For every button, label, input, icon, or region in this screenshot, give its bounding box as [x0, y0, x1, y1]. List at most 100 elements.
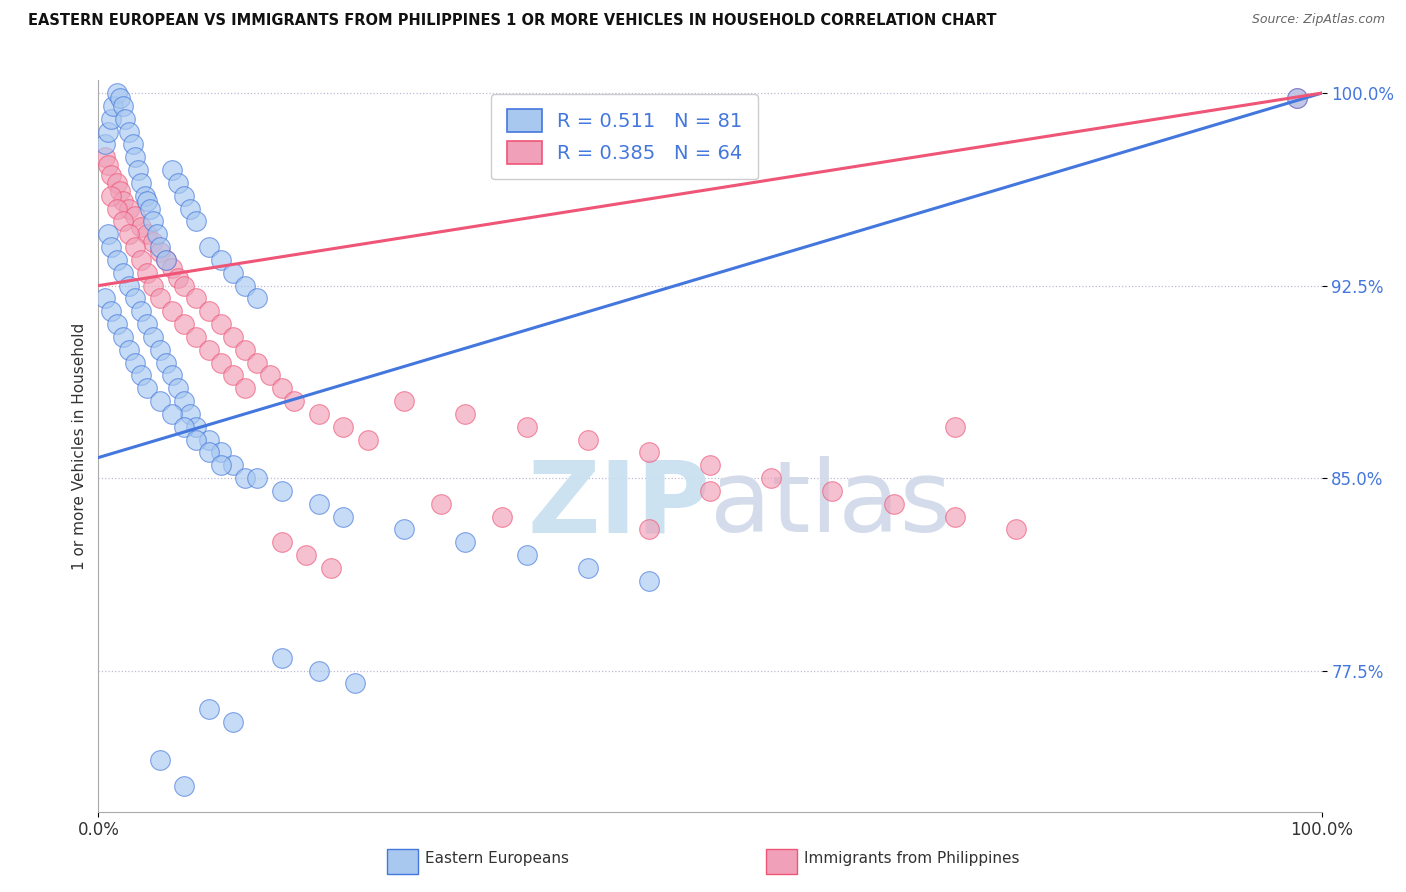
Point	[105, 176, 128, 190]
Point	[124, 150, 146, 164]
Point	[111, 214, 134, 228]
Point	[105, 202, 128, 216]
Point	[100, 168, 122, 182]
Point	[283, 394, 305, 409]
Point	[186, 419, 208, 434]
Point	[943, 509, 966, 524]
Point	[134, 188, 156, 202]
Point	[392, 394, 416, 409]
Point	[100, 112, 122, 126]
Point	[179, 202, 201, 216]
Point	[491, 509, 513, 524]
Point	[308, 497, 330, 511]
Point	[209, 445, 232, 459]
Point	[430, 497, 453, 511]
Point	[136, 194, 159, 208]
Point	[332, 509, 354, 524]
Point	[142, 214, 165, 228]
Point	[111, 330, 134, 344]
Point	[124, 240, 146, 254]
Point	[173, 779, 195, 793]
Point	[121, 137, 143, 152]
Point	[129, 368, 152, 383]
Point	[197, 702, 219, 716]
Point	[197, 433, 219, 447]
Point	[100, 304, 122, 318]
Point	[93, 137, 115, 152]
Point	[173, 394, 195, 409]
Point	[270, 535, 294, 549]
Point	[699, 483, 721, 498]
Text: Source: ZipAtlas.com: Source: ZipAtlas.com	[1251, 13, 1385, 27]
Point	[149, 394, 172, 409]
Point	[637, 523, 661, 537]
Point	[118, 227, 141, 242]
Point	[246, 471, 269, 485]
Point	[173, 188, 195, 202]
Point	[105, 252, 128, 267]
Point	[454, 407, 477, 421]
Point	[111, 194, 134, 208]
Point	[129, 304, 152, 318]
Point	[576, 433, 599, 447]
Point	[186, 214, 208, 228]
Point	[761, 471, 783, 485]
Point	[160, 407, 183, 421]
Point	[454, 535, 477, 549]
Point	[1286, 91, 1309, 105]
Point	[118, 125, 141, 139]
Point	[160, 260, 183, 275]
Point	[160, 304, 183, 318]
Point	[124, 292, 146, 306]
Y-axis label: 1 or more Vehicles in Household: 1 or more Vehicles in Household	[72, 322, 87, 570]
Point	[332, 419, 354, 434]
Point	[515, 548, 537, 562]
Point	[118, 278, 141, 293]
Text: Immigrants from Philippines: Immigrants from Philippines	[804, 851, 1019, 865]
Point	[93, 150, 115, 164]
Point	[356, 433, 378, 447]
Point	[270, 381, 294, 395]
Point	[118, 202, 141, 216]
Point	[149, 753, 172, 767]
Point	[167, 176, 190, 190]
Point	[155, 252, 177, 267]
Point	[110, 184, 132, 198]
Point	[155, 252, 177, 267]
Point	[295, 548, 318, 562]
Point	[186, 433, 208, 447]
Point	[209, 458, 232, 473]
Legend: R = 0.511   N = 81, R = 0.385   N = 64: R = 0.511 N = 81, R = 0.385 N = 64	[491, 94, 758, 179]
Point	[821, 483, 844, 498]
Point	[97, 227, 120, 242]
Point	[179, 407, 201, 421]
Point	[129, 219, 152, 234]
Point	[149, 240, 172, 254]
Point	[392, 523, 416, 537]
Text: ZIP: ZIP	[527, 456, 710, 553]
Point	[233, 278, 256, 293]
Point	[173, 419, 195, 434]
Point	[344, 676, 367, 690]
Point	[883, 497, 905, 511]
Point	[142, 235, 165, 249]
Point	[167, 271, 190, 285]
Point	[308, 407, 330, 421]
Point	[222, 714, 245, 729]
Point	[173, 278, 195, 293]
Point	[515, 419, 537, 434]
Point	[1286, 91, 1309, 105]
Point	[149, 245, 172, 260]
Point	[100, 188, 122, 202]
Point	[576, 561, 599, 575]
Point	[105, 317, 128, 331]
Point	[160, 163, 183, 178]
Point	[100, 240, 122, 254]
Point	[160, 368, 183, 383]
Point	[222, 368, 245, 383]
Point	[270, 650, 294, 665]
Point	[186, 330, 208, 344]
Point	[142, 330, 165, 344]
Point	[246, 292, 269, 306]
Point	[1004, 523, 1026, 537]
